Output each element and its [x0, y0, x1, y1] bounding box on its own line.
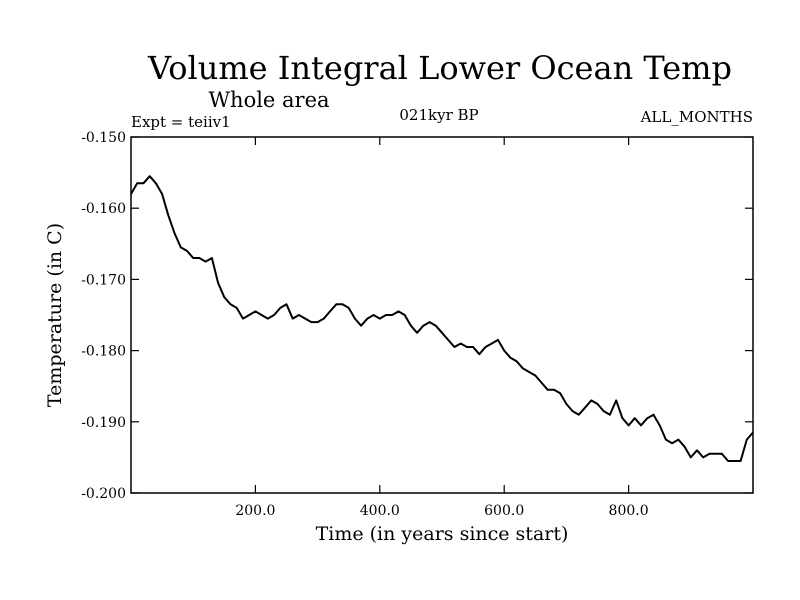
x-tick-label: 800.0: [609, 503, 649, 519]
chart-title: Volume Integral Lower Ocean Temp: [147, 49, 732, 87]
chart-subtitle: Whole area: [208, 88, 329, 112]
y-axis-ticks: -0.200 -0.190 -0.180 -0.170 -0.160 -0.150: [81, 130, 753, 502]
y-axis-label: Temperature (in C): [44, 223, 66, 407]
x-axis-label: Time (in years since start): [316, 523, 569, 545]
y-tick-label: -0.190: [81, 415, 126, 431]
period-annotation: 021kyr BP: [399, 106, 478, 124]
x-tick-label: 200.0: [235, 503, 275, 519]
y-tick-label: -0.160: [81, 201, 126, 217]
x-tick-label: 400.0: [360, 503, 400, 519]
x-axis-ticks: 200.0 400.0 600.0 800.0: [235, 137, 649, 519]
y-tick-label: -0.180: [81, 344, 126, 360]
series-line-temperature: [130, 175, 754, 462]
y-tick-label: -0.170: [81, 272, 126, 288]
plot-frame: [130, 136, 754, 494]
months-annotation: ALL_MONTHS: [640, 108, 753, 126]
y-tick-label: -0.150: [81, 130, 126, 146]
y-tick-label: -0.200: [81, 486, 126, 502]
x-tick-label: 600.0: [484, 503, 524, 519]
experiment-annotation: Expt = teiiv1: [131, 113, 231, 131]
